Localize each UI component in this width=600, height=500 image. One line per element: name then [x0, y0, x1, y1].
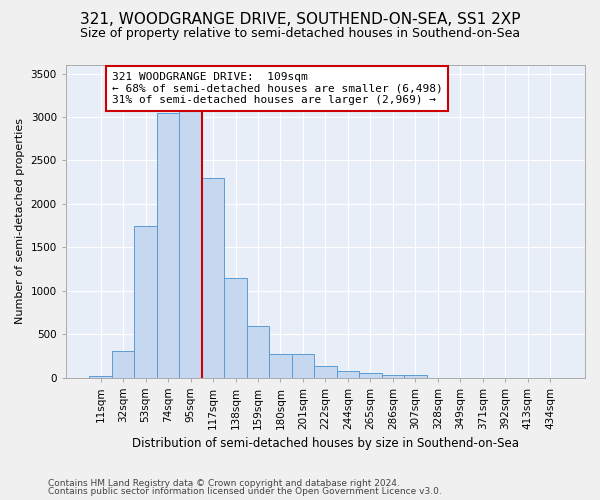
Bar	[269, 354, 292, 378]
Text: 321 WOODGRANGE DRIVE:  109sqm
← 68% of semi-detached houses are smaller (6,498)
: 321 WOODGRANGE DRIVE: 109sqm ← 68% of se…	[112, 72, 443, 105]
Bar	[382, 375, 404, 378]
Bar	[292, 354, 314, 378]
Bar	[404, 375, 427, 378]
Text: Contains public sector information licensed under the Open Government Licence v3: Contains public sector information licen…	[48, 487, 442, 496]
Y-axis label: Number of semi-detached properties: Number of semi-detached properties	[15, 118, 25, 324]
Bar	[314, 366, 337, 378]
Text: Contains HM Land Registry data © Crown copyright and database right 2024.: Contains HM Land Registry data © Crown c…	[48, 478, 400, 488]
Bar	[112, 350, 134, 378]
Bar	[359, 372, 382, 378]
X-axis label: Distribution of semi-detached houses by size in Southend-on-Sea: Distribution of semi-detached houses by …	[132, 437, 519, 450]
Bar	[134, 226, 157, 378]
Bar	[224, 278, 247, 378]
Bar	[202, 178, 224, 378]
Text: Size of property relative to semi-detached houses in Southend-on-Sea: Size of property relative to semi-detach…	[80, 28, 520, 40]
Bar	[89, 376, 112, 378]
Bar	[179, 82, 202, 378]
Bar	[157, 112, 179, 378]
Bar	[337, 370, 359, 378]
Bar	[247, 326, 269, 378]
Text: 321, WOODGRANGE DRIVE, SOUTHEND-ON-SEA, SS1 2XP: 321, WOODGRANGE DRIVE, SOUTHEND-ON-SEA, …	[80, 12, 520, 28]
